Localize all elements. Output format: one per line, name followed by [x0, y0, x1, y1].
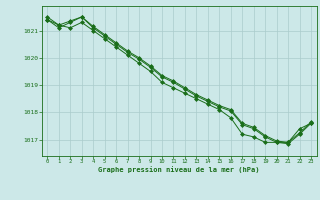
X-axis label: Graphe pression niveau de la mer (hPa): Graphe pression niveau de la mer (hPa)	[99, 166, 260, 173]
